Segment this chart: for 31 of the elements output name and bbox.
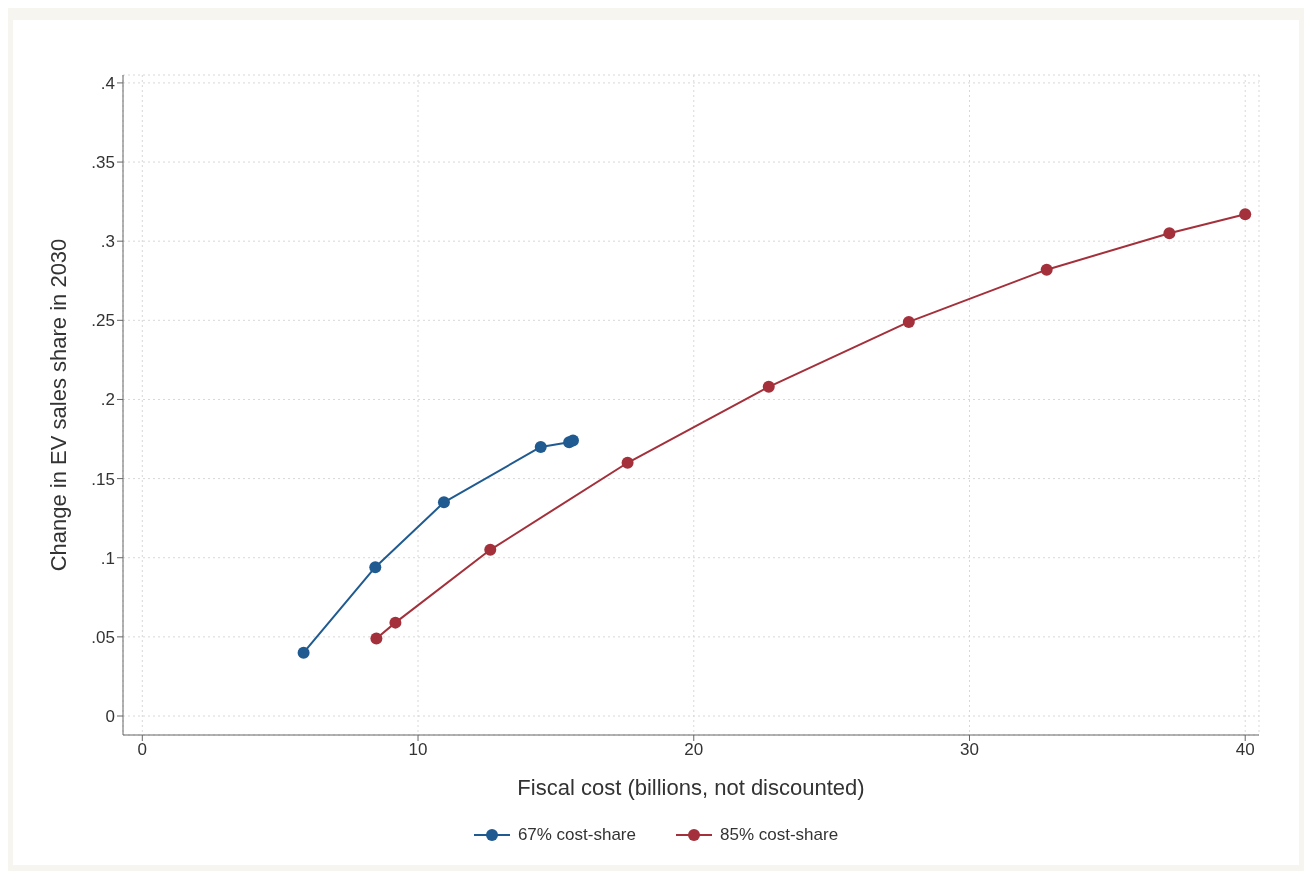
y-tick-label: .35: [91, 153, 115, 173]
point: [389, 616, 402, 629]
legend-label: 85% cost-share: [719, 825, 839, 845]
y-tick-label: .1: [100, 548, 115, 568]
point: [369, 561, 382, 574]
y-tick-label: 0: [105, 707, 115, 727]
y-tick-label: .15: [91, 469, 115, 489]
point: [1040, 263, 1053, 276]
point: [902, 315, 915, 328]
y-axis-title: Change in EV sales share in 2030: [45, 238, 71, 572]
point: [370, 632, 383, 645]
legend-label: 67% cost-share: [516, 825, 636, 845]
y-tick-label: .05: [91, 627, 115, 647]
x-tick-label: 40: [1235, 740, 1255, 760]
x-tick-label: 10: [408, 740, 428, 760]
point: [762, 380, 775, 393]
x-tick-label: 0: [137, 740, 148, 760]
point: [484, 543, 497, 556]
x-axis-title: Fiscal cost (billions, not discounted): [517, 775, 865, 800]
y-tick-label: .25: [91, 311, 115, 331]
point: [1239, 208, 1252, 221]
point: [297, 646, 310, 659]
point: [534, 440, 547, 453]
point: [621, 456, 634, 469]
x-tick-label: 30: [960, 740, 979, 760]
y-tick-label: .3: [100, 232, 115, 252]
point: [1163, 227, 1176, 240]
y-tick-label: .2: [100, 390, 115, 410]
x-tick-label: 20: [684, 740, 704, 760]
y-tick-label: .4: [100, 73, 115, 93]
point: [437, 496, 450, 509]
